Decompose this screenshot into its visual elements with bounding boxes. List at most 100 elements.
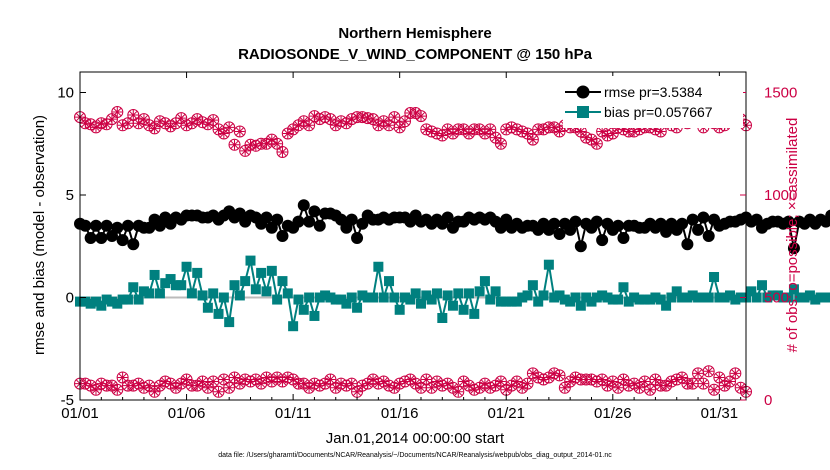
series-2-point-90-star <box>554 126 565 137</box>
series-0-point-97 <box>590 215 603 228</box>
series-1-point-127 <box>751 292 762 303</box>
series-2-point-10-star <box>128 110 139 121</box>
series-1-point-58 <box>384 276 395 287</box>
series-3-point-20-star <box>181 374 192 385</box>
series-1-point-70 <box>447 300 458 311</box>
legend: rmse pr=3.5384 bias pr=0.057667 <box>563 76 743 128</box>
series-3-point-46-star <box>320 378 331 389</box>
series-1-point-66 <box>426 294 437 305</box>
series-1-point-123 <box>730 294 741 305</box>
series-3-point-51-star <box>346 378 357 389</box>
series-2-point-48-star <box>330 120 341 131</box>
series-1-point-103 <box>623 296 634 307</box>
series-2-point-7-star <box>112 106 123 117</box>
series-3-point-51 <box>345 377 358 390</box>
series-1-point-117 <box>698 292 709 303</box>
series-0-point-69 <box>441 211 454 224</box>
series-3-point-83-star <box>517 382 528 393</box>
series-2-point-58-star <box>384 120 395 131</box>
series-0-point-114 <box>681 238 694 251</box>
plot-frame <box>79 71 747 401</box>
series-0-point-9 <box>121 219 134 232</box>
series-2-point-76-star <box>479 128 490 139</box>
x-tick-label-5: 01/26 <box>594 405 632 422</box>
series-3-point-63-star <box>410 378 421 389</box>
series-2-point-22-star <box>192 114 203 125</box>
series-3-point-67-star <box>431 376 442 387</box>
series-1-point-31 <box>240 276 251 287</box>
series-2-point-43-ring <box>303 119 316 132</box>
series-0-point-101 <box>612 219 625 232</box>
series-3-point-84 <box>521 377 534 390</box>
legend-label-rmse: rmse pr=3.5384 <box>604 84 703 100</box>
series-1-point-82 <box>511 296 522 307</box>
series-2-point-36-star <box>266 134 277 145</box>
series-3-point-107 <box>644 383 657 396</box>
series-2-point-18-star <box>170 118 181 129</box>
series-1-point-90 <box>554 290 565 301</box>
y2-axis-label: # of obs: o=possible; ×=assimilated <box>784 118 801 353</box>
y-tick-label-0: -5 <box>61 392 74 409</box>
series-1-point-30 <box>234 290 245 301</box>
series-0-point-52 <box>351 232 364 245</box>
series-3-point-78-star <box>490 380 501 391</box>
series-3-point-33-star <box>250 374 261 385</box>
series-3-point-120 <box>713 371 726 384</box>
series-0-point-90 <box>553 227 566 240</box>
series-1-point-139 <box>815 292 826 303</box>
series-3-point-116-star <box>693 368 704 379</box>
series-1-point-111 <box>666 292 677 303</box>
series-1-point-51 <box>346 292 357 303</box>
series-1-point-71 <box>453 288 464 299</box>
series-3-point-117-star <box>698 378 709 389</box>
series-1-point-38 <box>277 276 288 287</box>
series-2-point-28-ring <box>223 121 236 134</box>
series-3-point-119-star <box>709 384 720 395</box>
series-1-point-78 <box>490 286 501 297</box>
series-2-point-84-star <box>522 128 533 139</box>
series-2-point-61-star <box>400 116 411 127</box>
series-0-point-94 <box>574 240 587 253</box>
series-2-point-64-star <box>415 111 426 122</box>
series-0-point-113 <box>676 217 689 230</box>
series-2-point-14-star <box>149 123 160 134</box>
series-3-point-34-star <box>256 378 267 389</box>
series-3-point-29-star <box>229 372 240 383</box>
series-1-point-33 <box>250 284 261 295</box>
series-2-point-9 <box>121 117 134 130</box>
series-0-point-115 <box>686 213 699 226</box>
series-3-point-7-ring <box>111 383 124 396</box>
series-3-point-113-star <box>677 372 688 383</box>
series-1-point-62 <box>405 294 416 305</box>
series-3-point-119-ring <box>708 383 721 396</box>
series-1-point-9 <box>122 294 133 305</box>
series-1-point-100 <box>607 294 618 305</box>
series-3-point-118 <box>702 365 715 378</box>
series-0-point-35 <box>260 211 273 224</box>
series-3-point-64-star <box>415 382 426 393</box>
series-3-point-28-star <box>224 382 235 393</box>
series-3-point-26-ring <box>212 385 225 398</box>
series-3-point-65-star <box>421 374 432 385</box>
series-3-point-81-star <box>506 380 517 391</box>
series-2-point-109-star <box>655 126 666 137</box>
series-3-point-107-star <box>645 384 656 395</box>
series-2-point-97-ring <box>590 137 603 150</box>
series-0-point-5 <box>100 219 113 232</box>
series-2-point-78-star <box>490 132 501 143</box>
series-1-point-16 <box>160 278 171 289</box>
series-2-point-11-star <box>133 118 144 129</box>
series-1-point-10 <box>128 282 139 293</box>
chart-subtitle: RADIOSONDE_V_WIND_COMPONENT @ 150 hPa <box>238 46 593 63</box>
series-3-point-27-star <box>218 374 229 385</box>
series-3-point-64 <box>414 381 427 394</box>
series-3-point-26-star <box>213 386 224 397</box>
series-1-point-74 <box>469 308 480 319</box>
series-2-point-77 <box>484 123 497 136</box>
series-2-point-25-star <box>208 115 219 126</box>
series-1-point-50 <box>341 298 352 309</box>
legend-marker-rmse <box>576 85 590 99</box>
series-1-point-80 <box>501 296 512 307</box>
series-3-point-104-star <box>629 378 640 389</box>
series-0-point-10 <box>127 238 140 251</box>
